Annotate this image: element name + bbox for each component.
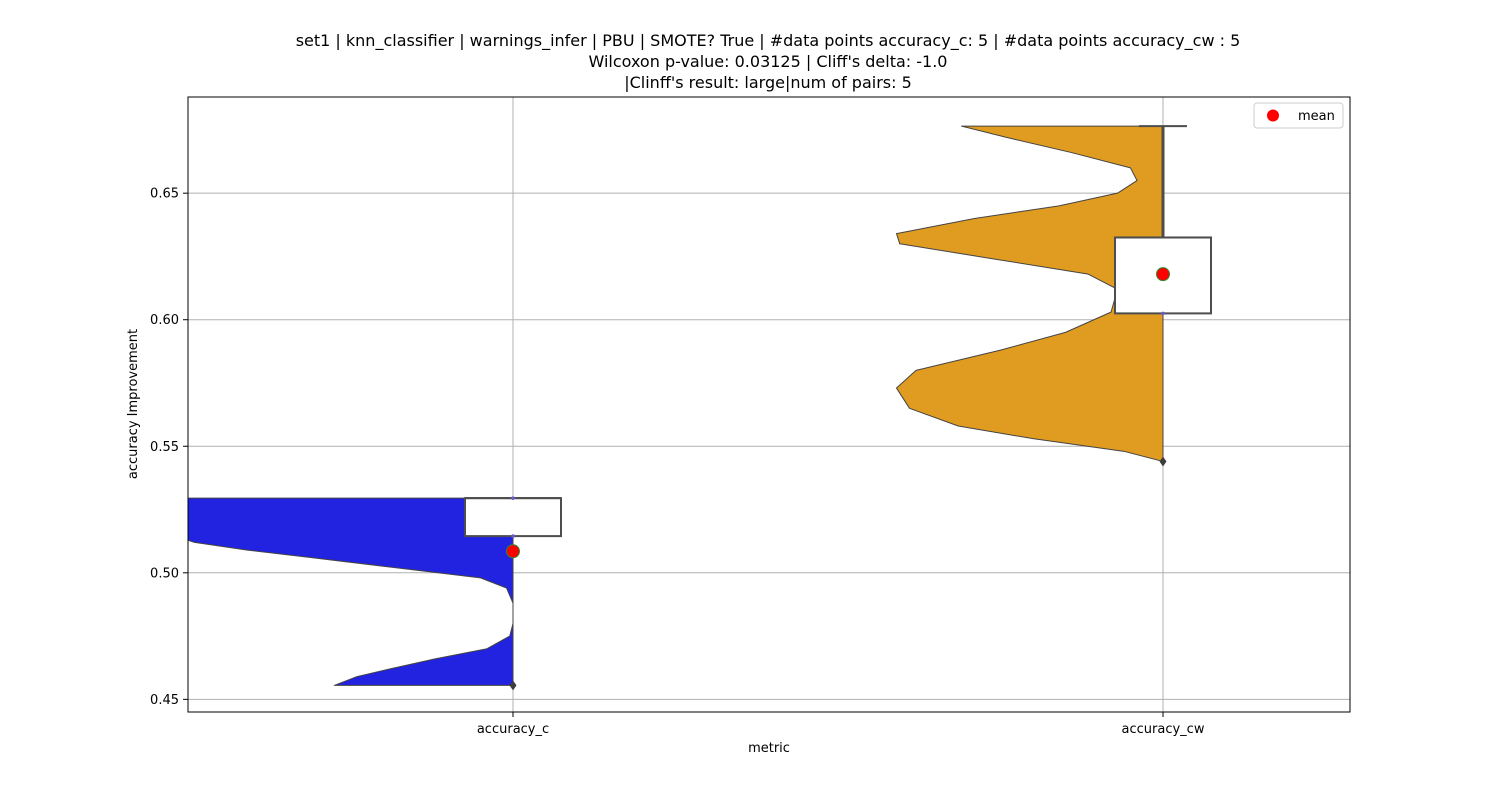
x-axis-label: metric xyxy=(748,741,790,756)
y-tick-label-2: 0.55 xyxy=(150,440,179,455)
x-tick-label-0: accuracy_c xyxy=(477,722,549,737)
outlier-accuracy_cw-0 xyxy=(1159,456,1167,467)
legend: mean xyxy=(1253,102,1344,129)
mean-marker-accuracy_c xyxy=(506,544,520,559)
chart-title: set1 | knn_classifier | warnings_infer |… xyxy=(296,31,1241,92)
chart-title-line-2: Wilcoxon p-value: 0.03125 | Cliff's delt… xyxy=(589,52,948,71)
y-axis-label: accuracy Improvement xyxy=(126,329,141,479)
lower-whisker-dot-accuracy_cw xyxy=(1161,311,1165,316)
legend-marker-mean xyxy=(1267,109,1279,122)
violin-accuracy_c xyxy=(188,497,514,686)
box-accuracy_c xyxy=(464,497,562,538)
outlier-accuracy_c-0 xyxy=(509,680,517,691)
legend-box xyxy=(1253,102,1344,129)
mean-marker-accuracy_cw xyxy=(1156,267,1170,282)
plot-frame xyxy=(187,96,1351,713)
y-tick-label-4: 0.65 xyxy=(150,187,179,202)
boxplots xyxy=(464,125,1212,538)
markers xyxy=(506,267,1170,691)
chart-title-line-3: |Clinff's result: large|num of pairs: 5 xyxy=(624,73,912,92)
x-tick-label-1: accuracy_cw xyxy=(1122,722,1205,737)
lower-whisker-dot-accuracy_c xyxy=(511,534,515,538)
y-tick-label-0: 0.45 xyxy=(150,693,179,708)
legend-label-mean: mean xyxy=(1298,109,1335,124)
y-ticks: 0.45 0.50 0.55 0.60 0.65 xyxy=(150,187,188,708)
chart-title-line-1: set1 | knn_classifier | warnings_infer |… xyxy=(296,31,1241,51)
grid-lines xyxy=(188,97,1350,712)
violin-accuracy_cw xyxy=(896,125,1164,462)
x-ticks: accuracy_c accuracy_cw xyxy=(477,712,1205,737)
y-tick-label-3: 0.60 xyxy=(150,313,179,328)
y-tick-label-1: 0.50 xyxy=(150,566,179,581)
upper-whisker-dot-accuracy_c xyxy=(511,496,515,500)
violins xyxy=(188,125,1164,686)
